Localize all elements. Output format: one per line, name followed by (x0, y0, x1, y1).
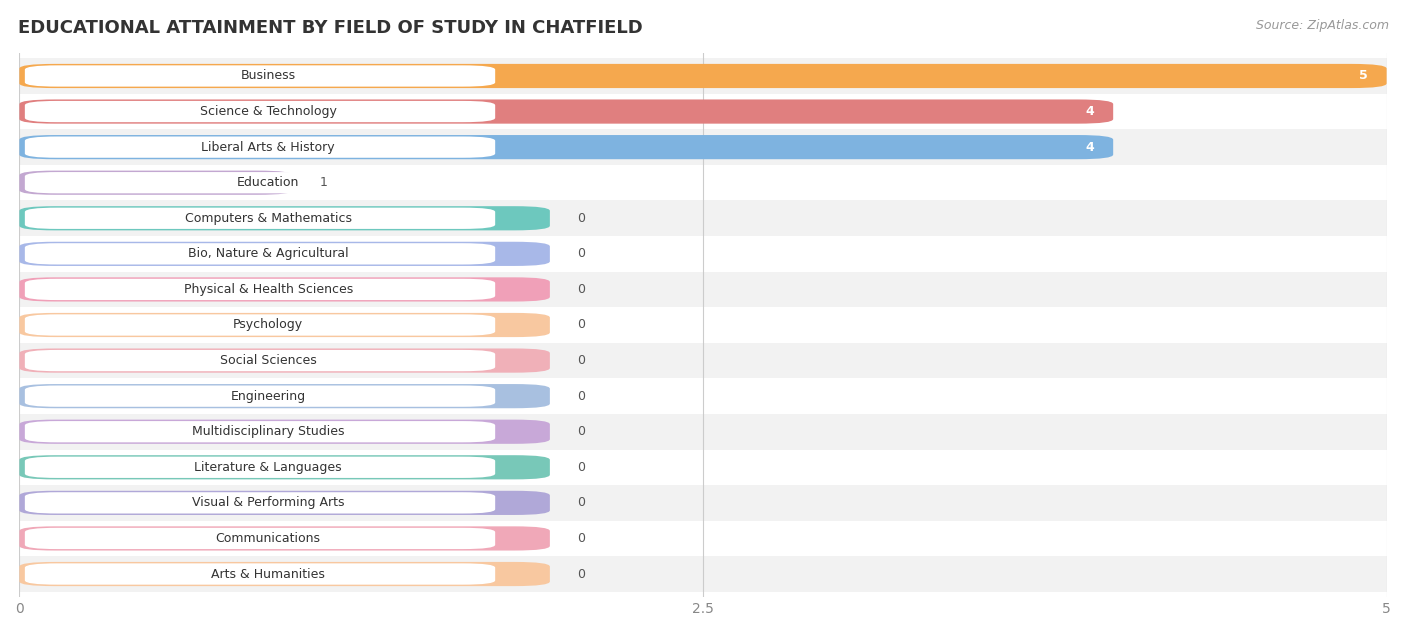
Text: 0: 0 (578, 532, 585, 545)
FancyBboxPatch shape (20, 170, 292, 195)
Text: Business: Business (240, 69, 295, 83)
FancyBboxPatch shape (25, 492, 495, 514)
Text: Communications: Communications (215, 532, 321, 545)
FancyBboxPatch shape (25, 279, 495, 300)
FancyBboxPatch shape (25, 243, 495, 264)
FancyBboxPatch shape (20, 100, 1114, 124)
FancyBboxPatch shape (25, 528, 495, 549)
FancyBboxPatch shape (25, 172, 495, 193)
Bar (20, 129, 1386, 165)
FancyBboxPatch shape (20, 64, 1386, 88)
FancyBboxPatch shape (20, 135, 1114, 159)
Text: 4: 4 (1085, 141, 1094, 153)
Text: 1: 1 (321, 176, 328, 189)
Text: Multidisciplinary Studies: Multidisciplinary Studies (193, 425, 344, 438)
Bar (20, 557, 1386, 592)
FancyBboxPatch shape (20, 526, 550, 550)
FancyBboxPatch shape (25, 386, 495, 407)
Bar (20, 521, 1386, 557)
Bar (20, 236, 1386, 271)
Text: 0: 0 (578, 567, 585, 581)
Text: Psychology: Psychology (233, 319, 304, 331)
Text: Visual & Performing Arts: Visual & Performing Arts (193, 497, 344, 509)
Bar (20, 307, 1386, 343)
Text: Arts & Humanities: Arts & Humanities (211, 567, 325, 581)
FancyBboxPatch shape (20, 420, 550, 444)
Text: 0: 0 (578, 212, 585, 225)
FancyBboxPatch shape (20, 562, 550, 586)
FancyBboxPatch shape (20, 313, 550, 337)
Bar (20, 271, 1386, 307)
Text: 0: 0 (578, 461, 585, 474)
FancyBboxPatch shape (25, 66, 495, 86)
Text: Social Sciences: Social Sciences (219, 354, 316, 367)
FancyBboxPatch shape (25, 457, 495, 478)
Text: Education: Education (238, 176, 299, 189)
Text: Science & Technology: Science & Technology (200, 105, 336, 118)
Text: Bio, Nature & Agricultural: Bio, Nature & Agricultural (188, 247, 349, 261)
FancyBboxPatch shape (20, 206, 550, 230)
Text: Source: ZipAtlas.com: Source: ZipAtlas.com (1256, 19, 1389, 32)
Bar (20, 485, 1386, 521)
FancyBboxPatch shape (20, 348, 550, 373)
FancyBboxPatch shape (25, 208, 495, 229)
Bar (20, 414, 1386, 449)
Text: 0: 0 (578, 319, 585, 331)
FancyBboxPatch shape (20, 278, 550, 302)
FancyBboxPatch shape (25, 421, 495, 442)
Text: Physical & Health Sciences: Physical & Health Sciences (184, 283, 353, 296)
Bar (20, 58, 1386, 94)
Text: 0: 0 (578, 247, 585, 261)
Bar (20, 449, 1386, 485)
Text: 5: 5 (1358, 69, 1368, 83)
FancyBboxPatch shape (25, 563, 495, 585)
Text: 4: 4 (1085, 105, 1094, 118)
Bar (20, 379, 1386, 414)
Text: 0: 0 (578, 283, 585, 296)
Text: 0: 0 (578, 497, 585, 509)
Text: 0: 0 (578, 425, 585, 438)
Text: 0: 0 (578, 354, 585, 367)
Text: Literature & Languages: Literature & Languages (194, 461, 342, 474)
FancyBboxPatch shape (20, 242, 550, 266)
FancyBboxPatch shape (20, 455, 550, 480)
Text: Liberal Arts & History: Liberal Arts & History (201, 141, 335, 153)
FancyBboxPatch shape (25, 136, 495, 158)
Text: Computers & Mathematics: Computers & Mathematics (184, 212, 352, 225)
FancyBboxPatch shape (25, 314, 495, 336)
Text: Engineering: Engineering (231, 390, 305, 403)
FancyBboxPatch shape (20, 491, 550, 515)
Bar (20, 94, 1386, 129)
Text: EDUCATIONAL ATTAINMENT BY FIELD OF STUDY IN CHATFIELD: EDUCATIONAL ATTAINMENT BY FIELD OF STUDY… (18, 19, 643, 37)
Bar (20, 201, 1386, 236)
FancyBboxPatch shape (25, 101, 495, 122)
Bar (20, 165, 1386, 201)
Text: 0: 0 (578, 390, 585, 403)
FancyBboxPatch shape (25, 350, 495, 371)
FancyBboxPatch shape (20, 384, 550, 408)
Bar (20, 343, 1386, 379)
